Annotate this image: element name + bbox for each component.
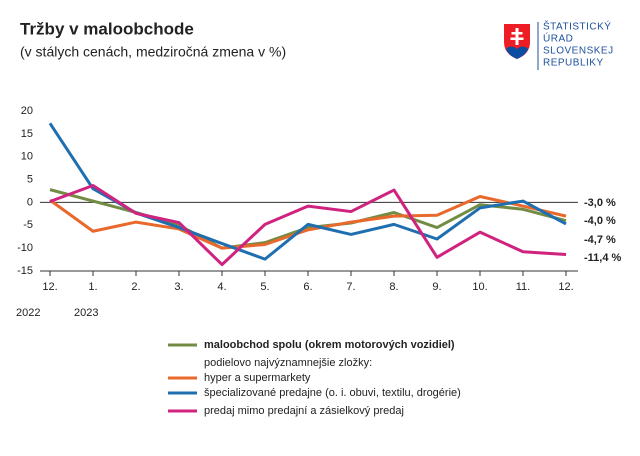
y-tick-label: 15 xyxy=(21,128,33,140)
y-tick-label: 5 xyxy=(27,173,33,185)
logo-hills xyxy=(506,46,528,59)
legend-label: predaj mimo predajní a zásielkový predaj xyxy=(204,405,404,417)
x-tick-label: 12. xyxy=(42,281,57,293)
y-tick-label: -15 xyxy=(17,265,33,277)
legend-label: maloobchod spolu (okrem motorových vozid… xyxy=(204,339,455,351)
logo-text: SLOVENSKEJ xyxy=(543,46,614,57)
x-tick-label: 2. xyxy=(131,281,140,293)
x-tick-label: 12. xyxy=(558,281,573,293)
series-line xyxy=(49,194,567,250)
x-tick-label: 10. xyxy=(472,281,487,293)
x-tick-label: 11. xyxy=(516,281,530,293)
y-tick-label: -10 xyxy=(17,242,33,254)
value-label: -4,0 % xyxy=(584,215,616,227)
x-tick-label: 6. xyxy=(303,281,312,293)
chart-title: Tržby v maloobchode xyxy=(20,19,194,38)
chart-subtitle: (v stálych cenách, medziročná zmena v %) xyxy=(20,44,286,60)
period-label: 2022 xyxy=(16,307,40,319)
y-tick-label: 10 xyxy=(21,151,33,163)
x-tick-label: 1. xyxy=(88,281,97,293)
series-line xyxy=(49,184,567,267)
series-line xyxy=(48,122,567,261)
value-label: -11,4 % xyxy=(584,252,622,264)
x-tick-label: 8. xyxy=(389,281,398,293)
legend-label: hyper a supermarkety xyxy=(204,372,311,384)
x-tick-label: 9. xyxy=(432,281,441,293)
x-tick-label: 7. xyxy=(346,281,355,293)
x-tick-label: 4. xyxy=(217,281,226,293)
logo: ŠTATISTICKÝ ÚRAD SLOVENSKEJ REPUBLIKY xyxy=(504,20,614,70)
y-tick-label: -5 xyxy=(23,219,33,231)
value-label: -4,7 % xyxy=(584,234,616,246)
logo-cross xyxy=(510,28,524,45)
logo-text: ŠTATISTICKÝ xyxy=(543,20,611,33)
x-tick-label: 5. xyxy=(260,281,269,293)
value-label: -3,0 % xyxy=(584,197,616,209)
x-tick-label: 3. xyxy=(174,281,183,293)
logo-text: ÚRAD xyxy=(543,32,573,45)
period-label: 2023 xyxy=(74,307,98,319)
legend-label: špecializované predajne (o. i. obuvi, te… xyxy=(204,387,461,399)
y-tick-label: 0 xyxy=(27,196,33,208)
y-tick-label: 20 xyxy=(21,105,33,117)
legend-subheading: podielovo najvýznamnejšie zložky: xyxy=(204,357,372,369)
logo-text: REPUBLIKY xyxy=(543,58,604,69)
